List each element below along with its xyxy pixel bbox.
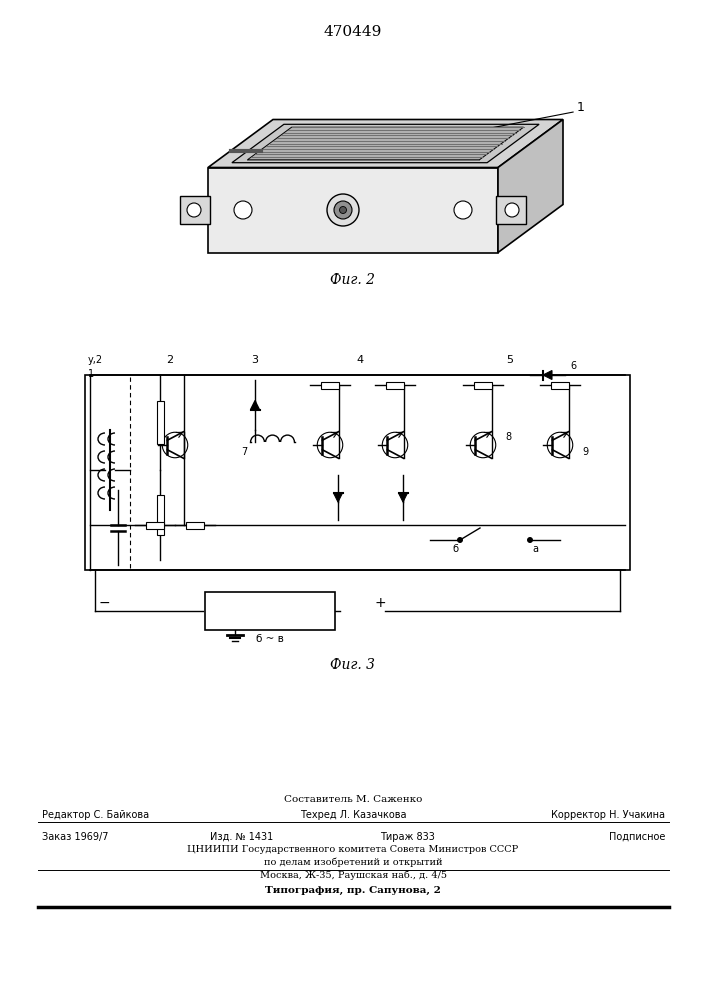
Text: 2: 2 [166, 355, 173, 365]
Bar [386, 381, 404, 388]
Polygon shape [232, 124, 539, 163]
Circle shape [187, 203, 201, 217]
Text: Редактор С. Байкова: Редактор С. Байкова [42, 810, 149, 820]
Polygon shape [543, 370, 552, 379]
Bar [205, 592, 335, 630]
Text: б ~ в: б ~ в [256, 634, 284, 644]
Bar [186, 522, 204, 528]
Text: 5: 5 [506, 355, 513, 365]
Polygon shape [498, 119, 563, 252]
Text: Техред Л. Казачкова: Техред Л. Казачкова [300, 810, 407, 820]
Text: а: а [532, 544, 538, 554]
Circle shape [234, 201, 252, 219]
Bar [146, 522, 164, 528]
Text: Москва, Ж-35, Раушская наб., д. 4/5: Москва, Ж-35, Раушская наб., д. 4/5 [259, 870, 447, 880]
Text: ЦНИИПИ Государственного комитета Совета Министров СССР: ЦНИИПИ Государственного комитета Совета … [187, 846, 519, 854]
Polygon shape [208, 119, 563, 167]
Polygon shape [250, 400, 259, 410]
Text: 7: 7 [241, 447, 247, 457]
Text: 8: 8 [505, 432, 511, 442]
Bar [85, 375, 630, 570]
Polygon shape [180, 196, 210, 224]
Polygon shape [208, 167, 498, 252]
Text: 3: 3 [252, 355, 259, 365]
Polygon shape [496, 196, 526, 224]
Text: Изд. № 1431: Изд. № 1431 [210, 832, 273, 842]
Text: Заказ 1969/7: Заказ 1969/7 [42, 832, 108, 842]
Text: Фиг. 2: Фиг. 2 [330, 273, 375, 288]
Text: 4: 4 [356, 355, 363, 365]
Text: 6: 6 [570, 361, 576, 371]
Circle shape [327, 194, 359, 226]
Polygon shape [334, 493, 342, 502]
Text: Блок питания: Блок питания [232, 606, 308, 616]
Text: +: + [374, 596, 386, 610]
Bar [474, 381, 492, 388]
Text: Составитель М. Саженко: Составитель М. Саженко [284, 796, 422, 804]
Bar [551, 381, 569, 388]
Text: Тираж 833: Тираж 833 [380, 832, 435, 842]
Circle shape [454, 201, 472, 219]
Text: Типография, пр. Сапунова, 2: Типография, пр. Сапунова, 2 [265, 885, 441, 895]
Text: 470449: 470449 [324, 25, 382, 39]
Text: −: − [98, 596, 110, 610]
Text: Фиг. 3: Фиг. 3 [330, 658, 375, 672]
Circle shape [339, 207, 346, 214]
Bar [156, 495, 163, 535]
Text: б: б [452, 544, 458, 554]
Text: y,2: y,2 [88, 355, 103, 365]
Text: 1: 1 [88, 369, 94, 379]
Circle shape [527, 537, 533, 543]
Text: Подписное: Подписное [609, 832, 665, 842]
Text: по делам изобретений и открытий: по делам изобретений и открытий [264, 857, 443, 867]
Bar [321, 381, 339, 388]
Polygon shape [247, 127, 524, 160]
Text: 9: 9 [582, 447, 588, 457]
Text: Корректор Н. Учакина: Корректор Н. Учакина [551, 810, 665, 820]
Polygon shape [399, 493, 407, 502]
Text: 1: 1 [577, 101, 585, 114]
Circle shape [334, 201, 352, 219]
Bar [156, 401, 163, 444]
Circle shape [457, 537, 463, 543]
Circle shape [505, 203, 519, 217]
